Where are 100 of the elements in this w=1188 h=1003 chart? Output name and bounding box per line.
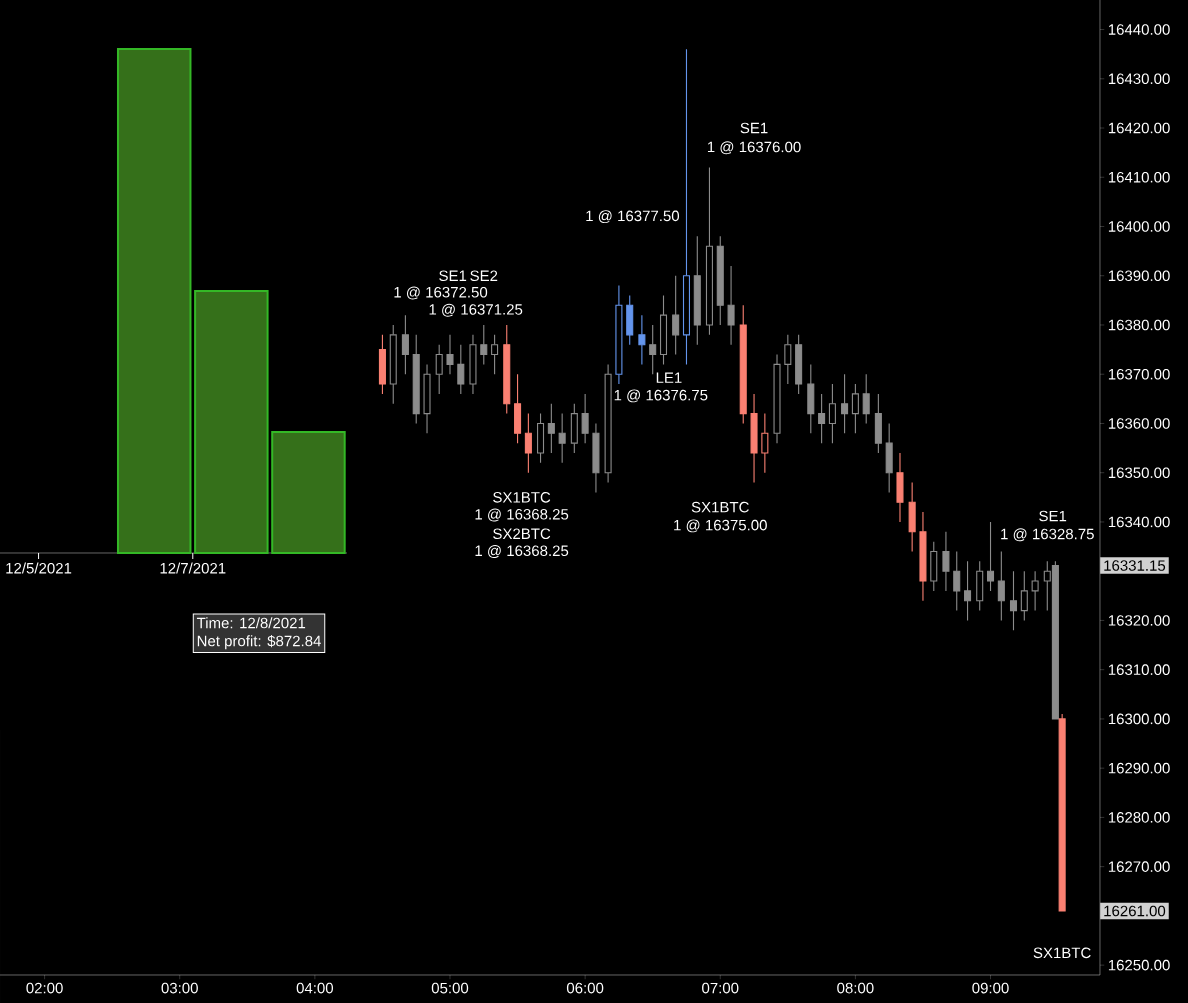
candlestick	[1009, 570, 1018, 631]
annotation: SX1BTC	[493, 492, 551, 503]
annotation: 1 @ 16368.25	[475, 508, 569, 522]
annotation: Time: 12/8/2021	[196, 617, 306, 629]
y-tick-label: 16410.00	[1108, 171, 1170, 183]
candlestick	[841, 373, 849, 434]
y-tick-label: 16360.00	[1108, 418, 1170, 429]
annotation: 1 @ 16372.50	[394, 286, 488, 300]
candlestick	[908, 482, 916, 553]
y-tick-label: 16320.00	[1108, 615, 1170, 626]
annotation: 1 @ 16368.25	[475, 545, 569, 558]
annotation: SE1	[439, 270, 467, 282]
candlestick	[896, 452, 904, 523]
candlestick	[503, 324, 511, 415]
y-tick-label: 16380.00	[1108, 319, 1170, 331]
candlestick	[592, 422, 600, 493]
candlestick	[412, 334, 420, 425]
y-tick-label: 16300.00	[1108, 713, 1170, 725]
candlestick	[953, 550, 961, 612]
candlestick	[795, 334, 803, 395]
candlestick	[750, 393, 758, 484]
candlestick	[705, 166, 713, 336]
y-tick-label: 16430.00	[1108, 73, 1170, 85]
candlestick	[446, 334, 454, 375]
candlestick	[919, 511, 927, 602]
candlestick	[389, 324, 397, 405]
annotation: SE1	[740, 122, 768, 134]
y-tick-label: 16340.00	[1108, 516, 1170, 528]
candlestick	[976, 560, 984, 612]
candlestick	[987, 521, 995, 592]
candlestick	[626, 294, 634, 346]
annotation: SX2BTC	[493, 528, 551, 540]
candlestick	[997, 550, 1005, 621]
candlestick	[693, 235, 701, 346]
annotation: 1 @ 16375.00	[674, 519, 767, 533]
y-tick-label: 16370.00	[1108, 368, 1170, 380]
y-tick-label: 16290.00	[1108, 762, 1170, 774]
y-tick-label: 16440.00	[1108, 24, 1170, 35]
annotation: SE1	[1039, 510, 1067, 522]
candlestick	[435, 344, 443, 395]
candlestick	[716, 235, 724, 326]
candlestick	[739, 304, 747, 425]
candlestick	[401, 314, 409, 375]
candlestick	[682, 48, 690, 365]
candlestick	[659, 294, 668, 365]
annotation: 1 @ 16376.75	[614, 389, 708, 403]
candlestick	[818, 393, 826, 444]
annotation: SE2	[470, 270, 498, 282]
candlestick	[604, 363, 612, 484]
x-tick-label: 06:00	[566, 982, 604, 994]
x-tick-label: 02:00	[26, 982, 63, 994]
candlestick	[649, 324, 657, 375]
candlestick	[491, 334, 499, 375]
candlestick	[862, 373, 870, 425]
candlestick	[558, 413, 566, 464]
candlestick	[964, 560, 972, 621]
y-tick-label: 16350.00	[1108, 467, 1170, 479]
candlestick	[807, 363, 815, 434]
x-tick-label: 09:00	[972, 982, 1009, 994]
annotation: 1 @ 16371.25	[429, 303, 523, 317]
candlestick	[1031, 570, 1039, 612]
candlestick	[570, 403, 578, 454]
y-tick-label: 16390.00	[1108, 270, 1170, 282]
annotation: 1 @ 16328.75	[1001, 528, 1094, 542]
candlestick	[828, 383, 836, 444]
candlestick	[874, 393, 882, 454]
candlestick	[378, 334, 386, 395]
candlestick	[672, 275, 680, 356]
y-tick-label: 16420.00	[1108, 122, 1170, 134]
y-tick-label: 16270.00	[1108, 861, 1170, 872]
candlestick	[885, 422, 893, 493]
annotation: LE1	[656, 372, 682, 383]
annotation: Net profit: $872.84	[197, 635, 321, 650]
annotation: SX1BTC	[691, 501, 749, 513]
text: 16331.15	[1104, 560, 1166, 571]
y-tick-label: 16400.00	[1108, 221, 1170, 232]
annotation: 1 @ 16376.00	[707, 141, 801, 155]
candlestick	[514, 373, 522, 444]
candlestick	[773, 353, 781, 444]
candlestick	[761, 413, 769, 474]
candlestick	[469, 334, 477, 395]
x-tick-label: 08:00	[837, 982, 874, 994]
x-tick-label: 12/5/2021	[6, 562, 72, 574]
annotation: SX1BTC	[1033, 947, 1091, 959]
candlestick	[784, 334, 792, 385]
candlestick	[942, 531, 950, 592]
y-tick-label: 16280.00	[1108, 812, 1170, 823]
candlestick	[638, 314, 646, 365]
candlestick	[537, 413, 545, 464]
candlestick	[547, 403, 555, 454]
x-tick-label: 03:00	[161, 982, 198, 994]
candlestick	[423, 363, 431, 434]
x-tick-label: 04:00	[296, 982, 334, 994]
candlestick	[457, 344, 465, 395]
candlestick	[1020, 570, 1028, 621]
text: 16261.00	[1104, 905, 1166, 917]
candlestick	[524, 413, 532, 474]
candlestick	[581, 393, 589, 444]
x-tick-label: 07:00	[702, 982, 739, 994]
x-tick-label: 05:00	[431, 982, 469, 994]
